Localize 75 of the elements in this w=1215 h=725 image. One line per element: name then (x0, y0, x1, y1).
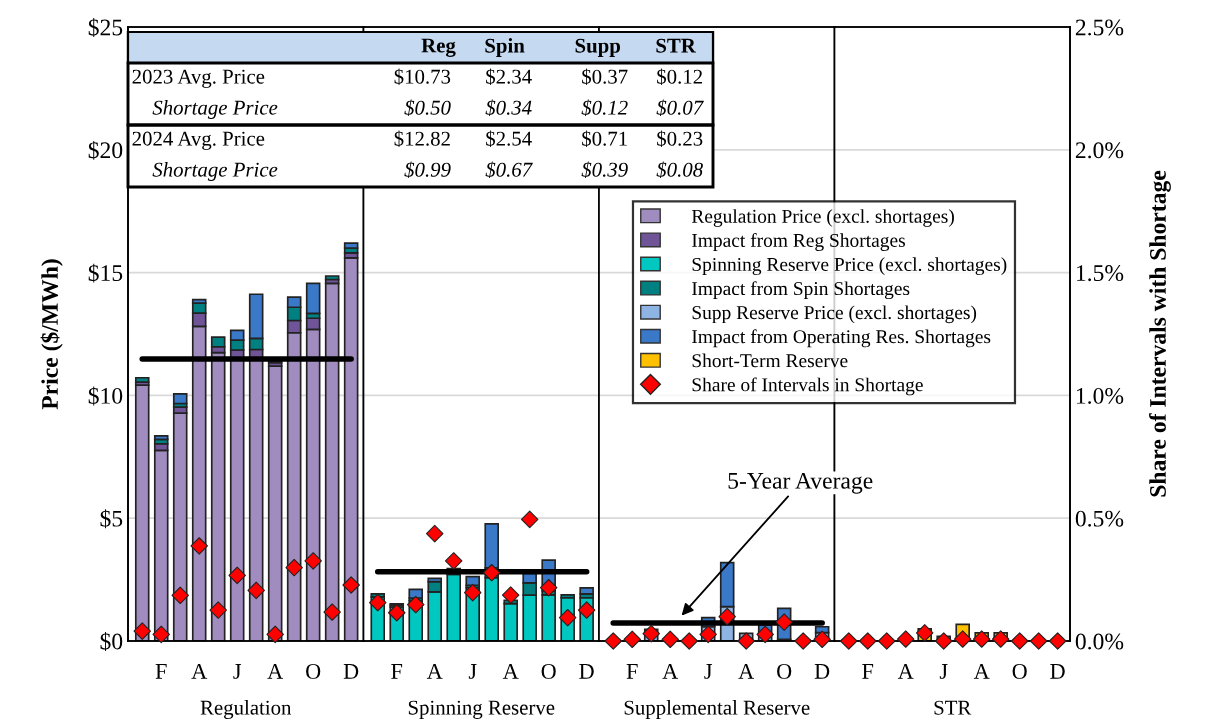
y2-tick-label: 2.5% (1075, 19, 1124, 36)
x-tick-label: A (426, 663, 443, 679)
annotation: $0.99 (404, 161, 451, 179)
y-tick-label: $20 (88, 140, 123, 160)
y2-tick-label: 2.0% (1075, 142, 1124, 159)
annotation: $0.12 (657, 68, 702, 86)
x-axis-title: Spinning Reserve (408, 700, 555, 719)
x-tick-label: A (267, 663, 284, 679)
x-tick-label: F (391, 664, 403, 679)
x-tick-label: O (541, 663, 556, 679)
x-tick-label: J (233, 664, 242, 679)
annotation: $2.54 (486, 130, 532, 148)
annotation: $0.34 (485, 99, 532, 117)
legend-label: Regulation Price (excl. shortages) (691, 209, 954, 227)
x-tick-label: D (343, 664, 359, 679)
y-axis-title: Price ($/MWh) (40, 259, 63, 410)
annotation: Shortage Price (152, 100, 278, 119)
x-tick-label: J (704, 664, 713, 679)
annotation: Spin (485, 38, 525, 57)
x-axis-title: Regulation (200, 700, 292, 719)
annotation: Shortage Price (152, 162, 278, 181)
ref-line-label: 5-Year Average (728, 472, 873, 494)
y2-tick-label: 1.5% (1076, 265, 1124, 282)
x-tick-label: A (738, 663, 755, 679)
x-tick-label: J (468, 664, 477, 679)
x-tick-label: A (502, 663, 519, 679)
annotation: 2023 Avg. Price (132, 69, 265, 88)
annotation: 2024 Avg. Price (132, 131, 265, 150)
y2-tick-label: 1.0% (1076, 387, 1124, 404)
x-tick-label: O (1012, 663, 1027, 679)
x-tick-label: O (306, 663, 321, 679)
annotation: $0.37 (582, 68, 628, 86)
x-tick-label: A (662, 663, 679, 679)
legend-label: Impact from Operating Res. Shortages (692, 329, 991, 348)
legend-label: Impact from Spin Shortages (692, 281, 910, 300)
legend-label: Impact from Reg Shortages (692, 233, 905, 251)
annotation: $0.23 (657, 130, 703, 148)
x-tick-label: F (626, 664, 638, 679)
x-tick-label: D (579, 664, 594, 679)
x-tick-label: D (1050, 664, 1065, 679)
x-tick-label: O (777, 663, 792, 679)
annotation: STR (656, 38, 697, 53)
x-tick-label: A (973, 663, 990, 679)
x-tick-label: D (814, 664, 830, 679)
annotation: $0.67 (485, 161, 533, 179)
y-tick-label: $25 (88, 18, 123, 37)
annotation: $12.82 (394, 130, 450, 148)
y2-tick-label: 0.0% (1075, 633, 1124, 650)
y-tick-label: $10 (88, 386, 123, 406)
legend-label: Short-Term Reserve (692, 353, 848, 368)
annotation: $0.07 (656, 99, 704, 117)
annotation: $10.73 (394, 68, 451, 86)
annotation: Supp (575, 38, 621, 57)
y-tick-label: $0 (100, 632, 123, 651)
x-tick-label: J (939, 664, 948, 679)
annotation: Reg (421, 38, 456, 57)
annotation: $0.08 (656, 161, 703, 179)
legend-label: Spinning Reserve Price (excl. shortages) (692, 257, 1007, 275)
legend-label: Supp Reserve Price (excl. shortages) (692, 305, 977, 324)
annotation: $0.12 (581, 99, 628, 117)
y-tick-label: $5 (100, 509, 123, 529)
x-tick-label: F (862, 664, 874, 679)
x-axis-title: Supplemental Reserve (624, 700, 810, 719)
x-tick-label: A (897, 663, 914, 679)
y2-axis-title: Share of Intervals with Shortage (1149, 170, 1171, 497)
y-tick-label: $15 (88, 263, 123, 283)
legend-label: Share of Intervals in Shortage (692, 377, 923, 396)
annotation: $0.71 (582, 130, 627, 148)
x-tick-label: A (191, 663, 208, 679)
annotation: $0.50 (404, 99, 451, 117)
x-tick-label: F (155, 664, 167, 679)
y2-tick-label: 0.5% (1075, 510, 1124, 527)
annotation: $2.34 (486, 68, 532, 86)
x-axis-title: STR (934, 700, 972, 715)
annotation: $0.39 (581, 161, 628, 179)
